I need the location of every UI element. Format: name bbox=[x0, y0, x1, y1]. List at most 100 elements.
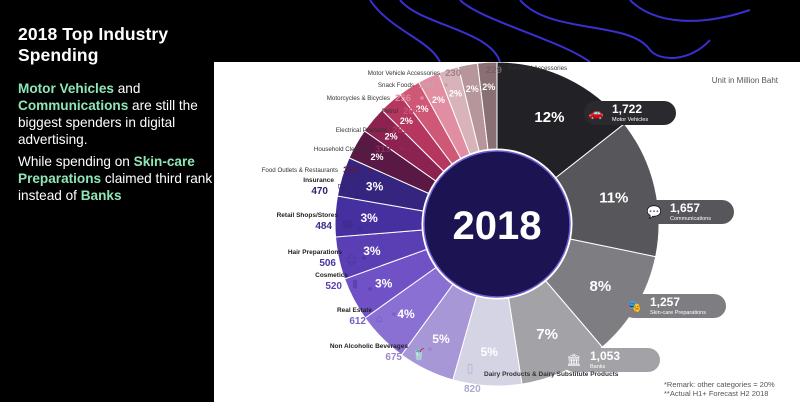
donut-chart: 12%11%8%7%5%5%4%3%3%3%3%2%2%2%2%2%2% 2% 2%… bbox=[262, 62, 734, 395]
percent-label-banks: 7% bbox=[536, 326, 558, 343]
category-label-motor-vehicle-accessories: Motor Vehicle Accessories bbox=[368, 70, 440, 77]
category-label-real-estate: Real Estate bbox=[337, 307, 372, 314]
chat-bubble-icon: 💬 bbox=[647, 205, 662, 219]
para1-text-1: and bbox=[113, 81, 141, 96]
category-label-petrol: Petrol bbox=[382, 108, 398, 115]
category-label-food-outlets-restaurants: Food Outlets & Restaurants bbox=[262, 167, 338, 174]
paragraph-2: While spending on Skin-care Preparations… bbox=[18, 153, 213, 204]
leader-dot-retail-shops-stores bbox=[358, 227, 362, 231]
percent-label-electrical-products: 2% bbox=[400, 116, 413, 126]
percent-label-insurance: 3% bbox=[366, 180, 384, 194]
percent-label-cosmetics: 3% bbox=[375, 276, 393, 290]
value-label-snack-foods: 246 bbox=[419, 80, 435, 91]
value-label-non-alcoholic-beverages: 675 bbox=[385, 352, 402, 363]
unit-label: Unit in Million Baht bbox=[711, 76, 778, 85]
highlight-skin-care: Skin-care Preparations bbox=[18, 154, 195, 186]
value-label-insurance: 470 bbox=[311, 186, 328, 197]
value-label-retail-shops-stores: 484 bbox=[315, 221, 332, 232]
percent-label-real-estate: 4% bbox=[397, 307, 415, 321]
leader-dot-household-cleaners bbox=[400, 147, 404, 151]
percent-label-household-cleaners: 2% bbox=[385, 131, 398, 141]
chart-panel: 12% 11% 8% 7% 5% 5% 4% 3% 3% 3% 3% 2% 2% 2% 2% 2% 2% 2% 2%… bbox=[214, 62, 800, 402]
para2-text-1: While spending on bbox=[18, 154, 134, 169]
leader-dot-snack-foods bbox=[444, 83, 448, 87]
leader-dot-petrol bbox=[428, 109, 432, 113]
bank-icon: 🏛 bbox=[566, 353, 581, 367]
category-label-personal-accessories: Personal Accessories bbox=[508, 65, 567, 72]
category-label-household-cleaners: Household Cleaners bbox=[314, 146, 370, 153]
highlight-communications: Communications bbox=[18, 98, 129, 113]
value-label-motorcycles-bicycles: 256 bbox=[395, 93, 411, 104]
paragraph-1: Motor Vehicles and Communications are st… bbox=[18, 80, 213, 148]
leader-dot-non-alcoholic-beverages bbox=[428, 347, 432, 351]
drink-cup-icon: 🥤 bbox=[412, 348, 426, 361]
decorative-lines bbox=[369, 0, 751, 62]
value-label-dairy-products-dairy-substitute-products: 820 bbox=[464, 384, 481, 395]
value-label-personal-accessories: 229 bbox=[486, 65, 502, 76]
leader-dot-electrical-products bbox=[416, 128, 420, 132]
category-label-cosmetics: Cosmetics bbox=[315, 272, 348, 279]
percent-label-communications: 11% bbox=[599, 189, 628, 206]
highlight-banks: Banks bbox=[80, 188, 122, 203]
cosmetics-icon: ▮ bbox=[352, 277, 358, 290]
slice-personal-accessories bbox=[477, 62, 498, 151]
value-label-household-cleaners: 319 bbox=[375, 144, 391, 155]
category-label-hair-preparations: Hair Preparations bbox=[288, 249, 343, 256]
hair-icon: ☺ bbox=[346, 254, 357, 267]
leader-dot-real-estate bbox=[392, 312, 396, 316]
label-box-skin-care-preparations bbox=[622, 294, 726, 318]
percent-label-non-alcoholic-beverages: 5% bbox=[432, 332, 450, 346]
category-label-communications: Communications bbox=[670, 216, 711, 222]
label-box-motor-vehicles bbox=[584, 101, 676, 125]
percent-label-skin-care-preparations: 8% bbox=[589, 278, 611, 295]
category-label-banks: Banks bbox=[590, 364, 606, 370]
highlight-motor-vehicles: Motor Vehicles bbox=[18, 81, 114, 96]
percent-label-hair-preparations: 3% bbox=[363, 244, 381, 258]
leader-dot-cosmetics bbox=[368, 287, 372, 291]
category-label-dairy-products-dairy-substitute-products: Dairy Products & Dairy Substitute Produc… bbox=[484, 371, 619, 378]
value-label-electrical-products: 281 bbox=[392, 125, 409, 136]
para1-text-2: are still the biggest spenders in digita… bbox=[18, 98, 198, 147]
category-label-non-alcoholic-beverages: Non Alcoholic Beverages bbox=[330, 343, 409, 350]
car-icon: 🚗 bbox=[589, 106, 604, 120]
shield-icon: ⛨ bbox=[338, 182, 347, 195]
category-label-electrical-products: Electrical Products bbox=[336, 127, 387, 134]
value-label-petrol: 264 bbox=[403, 106, 420, 117]
text-panel: 2018 Top Industry Spending Motor Vehicle… bbox=[0, 0, 214, 402]
percent-label-dairy-products-dairy-substitute-products: 5% bbox=[481, 345, 499, 359]
value-label-real-estate: 612 bbox=[349, 316, 366, 327]
value-label-hair-preparations: 506 bbox=[319, 258, 336, 269]
percent-label-snack-foods: 2% bbox=[449, 88, 462, 98]
label-box-communications bbox=[642, 200, 734, 224]
leader-dot-hair-preparations bbox=[362, 256, 366, 260]
category-label-motorcycles-bicycles: Motorcycles & Bicycles bbox=[327, 95, 390, 102]
percent-label-food-outlets-restaurants: 2% bbox=[370, 152, 383, 162]
remark-text: *Remark: other categories = 20% bbox=[664, 380, 775, 389]
value-label-food-outlets-restaurants: 366 bbox=[343, 165, 359, 176]
percent-label-motor-vehicles: 12% bbox=[534, 109, 564, 126]
percent-label-motor-vehicle-accessories: 2% bbox=[466, 84, 479, 94]
center-circle bbox=[423, 150, 571, 298]
face-mask-icon: 🎭 bbox=[627, 299, 642, 313]
leader-dot-food-outlets-restaurants bbox=[368, 168, 372, 172]
leader-dot-insurance bbox=[354, 195, 358, 199]
forecast-note: **Actual H1+ Forecast H2 2018 bbox=[664, 389, 769, 398]
center-year-label: 2018 bbox=[453, 204, 542, 248]
leader-dot-motorcycles-bicycles bbox=[420, 96, 424, 100]
label-box-banks bbox=[562, 348, 660, 372]
para2-text-2: claimed third rank instead of bbox=[18, 171, 213, 203]
category-label-retail-shops-stores: Retail Shops/Stores bbox=[277, 212, 339, 219]
category-label-snack-foods: Snack Foods bbox=[378, 82, 414, 89]
milk-bottle-icon: ▯ bbox=[467, 361, 474, 375]
percent-label-petrol: 2% bbox=[416, 104, 429, 114]
category-label-motor-vehicles: Motor Vehicles bbox=[612, 117, 648, 123]
value-label-skin-care-preparations: 1,257 bbox=[650, 295, 680, 309]
percent-label-motorcycles-bicycles: 2% bbox=[432, 95, 445, 105]
value-label-motor-vehicle-accessories: 230 bbox=[445, 68, 461, 79]
percent-label-personal-accessories: 2% bbox=[482, 82, 495, 92]
house-icon: ⌂ bbox=[376, 312, 383, 325]
remark-note: *Remark: other categories = 20% **Actual… bbox=[664, 380, 775, 398]
value-label-communications: 1,657 bbox=[670, 201, 700, 215]
slide-title: 2018 Top Industry Spending bbox=[18, 24, 169, 65]
category-label-insurance: Insurance bbox=[303, 177, 334, 184]
